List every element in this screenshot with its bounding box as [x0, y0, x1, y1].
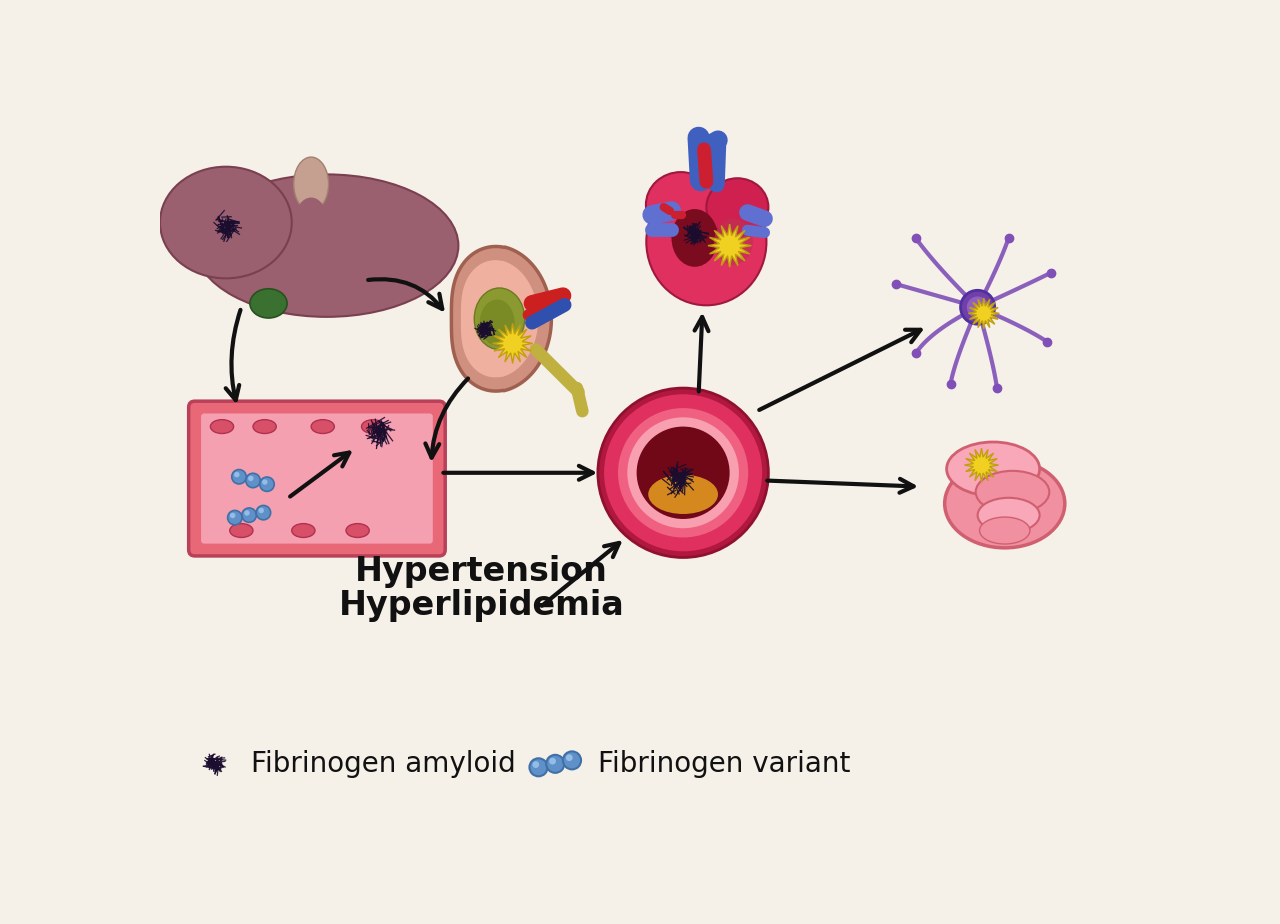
Ellipse shape [293, 157, 329, 211]
Ellipse shape [361, 419, 385, 433]
Circle shape [563, 751, 581, 770]
FancyBboxPatch shape [188, 401, 445, 556]
Circle shape [262, 480, 268, 485]
Polygon shape [969, 298, 1000, 329]
Ellipse shape [160, 166, 292, 278]
Ellipse shape [486, 311, 518, 339]
Ellipse shape [210, 419, 234, 433]
Circle shape [960, 290, 995, 324]
Circle shape [260, 477, 274, 492]
Polygon shape [493, 323, 532, 363]
Circle shape [248, 476, 253, 481]
Polygon shape [964, 448, 998, 482]
Ellipse shape [979, 517, 1030, 544]
Ellipse shape [480, 299, 515, 346]
Circle shape [230, 513, 236, 518]
Circle shape [549, 758, 556, 764]
Circle shape [242, 508, 256, 522]
Ellipse shape [229, 524, 253, 538]
Text: Hyperlipidemia: Hyperlipidemia [339, 590, 625, 623]
Circle shape [232, 469, 246, 484]
Circle shape [636, 427, 730, 519]
Circle shape [259, 507, 264, 513]
Circle shape [256, 505, 270, 520]
Circle shape [234, 472, 239, 478]
Circle shape [246, 473, 260, 488]
Ellipse shape [253, 419, 276, 433]
Ellipse shape [707, 178, 768, 236]
Circle shape [530, 759, 548, 776]
FancyBboxPatch shape [201, 414, 433, 543]
Ellipse shape [250, 288, 287, 318]
Ellipse shape [947, 442, 1039, 496]
Ellipse shape [195, 175, 458, 317]
Ellipse shape [646, 172, 716, 237]
Ellipse shape [945, 459, 1065, 548]
Ellipse shape [488, 307, 522, 330]
Circle shape [228, 510, 242, 525]
Circle shape [627, 418, 739, 529]
Ellipse shape [648, 475, 718, 514]
Text: Hypertension: Hypertension [355, 554, 608, 588]
Ellipse shape [714, 219, 753, 265]
Ellipse shape [646, 178, 767, 305]
Circle shape [566, 754, 572, 761]
Ellipse shape [311, 419, 334, 433]
Ellipse shape [978, 498, 1039, 532]
Circle shape [618, 408, 749, 538]
Text: Fibrinogen amyloid: Fibrinogen amyloid [251, 750, 516, 778]
Ellipse shape [975, 471, 1050, 513]
Ellipse shape [488, 310, 521, 334]
Polygon shape [461, 261, 538, 377]
Ellipse shape [475, 288, 525, 349]
Ellipse shape [296, 198, 326, 240]
Ellipse shape [672, 209, 718, 267]
Ellipse shape [488, 303, 521, 327]
Ellipse shape [292, 524, 315, 538]
Ellipse shape [486, 298, 518, 326]
Ellipse shape [346, 524, 369, 538]
Text: Fibrinogen variant: Fibrinogen variant [598, 750, 850, 778]
Circle shape [547, 755, 564, 772]
Circle shape [532, 761, 539, 768]
Circle shape [598, 388, 768, 557]
Polygon shape [708, 224, 751, 267]
Circle shape [244, 510, 250, 516]
Circle shape [604, 395, 762, 552]
Polygon shape [452, 247, 552, 391]
Circle shape [966, 297, 988, 318]
